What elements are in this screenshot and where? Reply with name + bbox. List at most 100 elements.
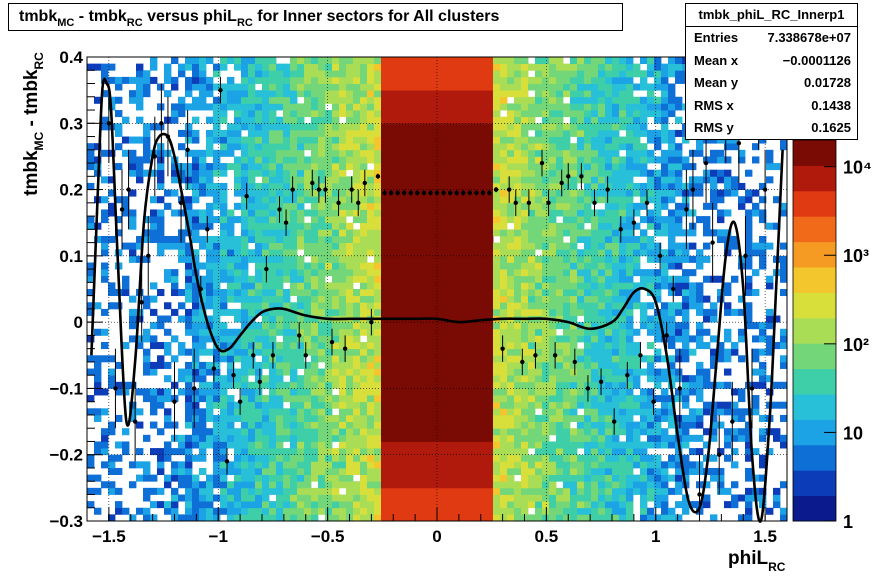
heatmap-cell: [388, 375, 396, 383]
heatmap-cell: [332, 57, 340, 65]
heatmap-cell: [458, 110, 466, 118]
heatmap-cell: [213, 375, 221, 383]
heatmap-cell: [395, 448, 403, 456]
heatmap-cell: [94, 414, 102, 422]
heatmap-cell: [661, 315, 669, 323]
heatmap-cell: [654, 368, 662, 376]
heatmap-cell: [591, 302, 599, 310]
heatmap-cell: [521, 474, 529, 482]
heatmap-cell: [584, 368, 592, 376]
heatmap-cell: [612, 507, 620, 515]
heatmap-cell: [255, 348, 263, 356]
heatmap-cell: [262, 110, 270, 118]
heatmap-cell: [213, 289, 221, 297]
heatmap-cell: [108, 454, 116, 462]
heatmap-cell: [339, 461, 347, 469]
heatmap-cell: [262, 235, 270, 243]
heatmap-cell: [633, 401, 641, 409]
heatmap-cell: [507, 103, 515, 111]
heatmap-cell: [640, 322, 648, 330]
heatmap-cell: [136, 335, 144, 343]
heatmap-cell: [220, 143, 228, 151]
heatmap-cell: [647, 182, 655, 190]
heatmap-cell: [465, 308, 473, 316]
heatmap-cell: [311, 96, 319, 104]
heatmap-cell: [213, 136, 221, 144]
heatmap-cell: [213, 421, 221, 429]
heatmap-cell: [423, 90, 431, 98]
heatmap-cell: [507, 355, 515, 363]
heatmap-cell: [297, 507, 305, 515]
heatmap-cell: [346, 149, 354, 157]
heatmap-cell: [213, 401, 221, 409]
heatmap-cell: [493, 63, 501, 71]
heatmap-cell: [318, 335, 326, 343]
heatmap-cell: [563, 375, 571, 383]
heatmap-cell: [647, 149, 655, 157]
heatmap-cell: [374, 149, 382, 157]
heatmap-cell: [332, 507, 340, 515]
heatmap-cell: [164, 315, 172, 323]
heatmap-cell: [647, 282, 655, 290]
heatmap-cell: [171, 209, 179, 217]
heatmap-cell: [374, 249, 382, 257]
heatmap-cell: [87, 454, 95, 462]
heatmap-cell: [570, 355, 578, 363]
heatmap-cell: [430, 428, 438, 436]
heatmap-cell: [500, 123, 508, 131]
heatmap-cell: [248, 110, 256, 118]
heatmap-cell: [220, 136, 228, 144]
heatmap-cell: [591, 163, 599, 171]
heatmap-cell: [290, 414, 298, 422]
heatmap-cell: [451, 355, 459, 363]
heatmap-cell: [192, 176, 200, 184]
heatmap-cell: [192, 368, 200, 376]
heatmap-cell: [584, 289, 592, 297]
heatmap-cell: [402, 269, 410, 277]
heatmap-cell: [514, 328, 522, 336]
heatmap-cell: [318, 368, 326, 376]
heatmap-cell: [304, 501, 312, 509]
heatmap-cell: [234, 461, 242, 469]
heatmap-cell: [262, 328, 270, 336]
heatmap-cell: [374, 169, 382, 177]
heatmap-cell: [367, 70, 375, 78]
heatmap-cell: [563, 255, 571, 263]
heatmap-cell: [570, 242, 578, 250]
heatmap-cell: [563, 182, 571, 190]
heatmap-cell: [157, 182, 165, 190]
heatmap-cell: [213, 428, 221, 436]
heatmap-cell: [598, 401, 606, 409]
heatmap-cell: [465, 222, 473, 230]
heatmap-cell: [367, 216, 375, 224]
heatmap-cell: [612, 216, 620, 224]
heatmap-cell: [437, 123, 445, 131]
heatmap-cell: [584, 229, 592, 237]
heatmap-cell: [535, 123, 543, 131]
heatmap-cell: [367, 182, 375, 190]
heatmap-cell: [444, 514, 452, 522]
heatmap-cell: [514, 129, 522, 137]
heatmap-cell: [535, 110, 543, 118]
heatmap-cell: [402, 414, 410, 422]
heatmap-cell: [283, 507, 291, 515]
heatmap-cell: [269, 428, 277, 436]
heatmap-cell: [255, 156, 263, 164]
heatmap-cell: [234, 163, 242, 171]
heatmap-cell: [451, 202, 459, 210]
heatmap-cell: [605, 57, 613, 65]
heatmap-cell: [241, 308, 249, 316]
heatmap-cell: [360, 176, 368, 184]
heatmap-cell: [451, 408, 459, 416]
heatmap-cell: [94, 381, 102, 389]
heatmap-cell: [514, 83, 522, 91]
heatmap-cell: [493, 434, 501, 442]
heatmap-cell: [374, 302, 382, 310]
heatmap-cell: [311, 414, 319, 422]
heatmap-cell: [241, 302, 249, 310]
heatmap-cell: [668, 196, 676, 204]
heatmap-cell: [157, 467, 165, 475]
heatmap-cell: [339, 355, 347, 363]
heatmap-cell: [647, 481, 655, 489]
heatmap-cell: [612, 57, 620, 65]
